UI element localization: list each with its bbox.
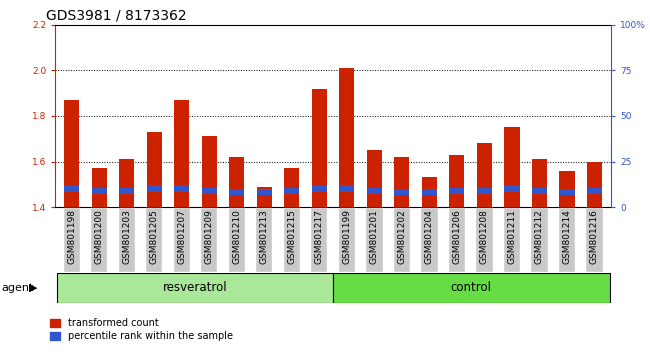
Text: GSM801199: GSM801199 (343, 209, 352, 264)
FancyBboxPatch shape (504, 208, 520, 272)
Bar (504, 185, 519, 192)
FancyBboxPatch shape (367, 208, 382, 272)
Bar (284, 169, 300, 207)
Text: agent: agent (1, 282, 34, 293)
Text: control: control (451, 281, 492, 294)
Bar (532, 159, 547, 207)
Bar (422, 177, 437, 207)
Bar (202, 136, 217, 207)
FancyBboxPatch shape (586, 208, 603, 272)
Bar (449, 155, 465, 207)
Bar (395, 189, 410, 195)
Bar (64, 100, 79, 207)
FancyBboxPatch shape (91, 208, 107, 272)
FancyBboxPatch shape (229, 208, 245, 272)
Bar (532, 188, 547, 194)
Bar (587, 188, 602, 194)
Text: GSM801216: GSM801216 (590, 209, 599, 264)
Text: resveratrol: resveratrol (162, 281, 228, 294)
Bar (92, 188, 107, 194)
Bar (367, 188, 382, 194)
Bar (560, 189, 575, 195)
FancyBboxPatch shape (284, 208, 300, 272)
Bar (477, 188, 492, 194)
Bar (257, 187, 272, 207)
Bar (174, 100, 189, 207)
Text: GSM801203: GSM801203 (122, 209, 131, 264)
Text: GSM801200: GSM801200 (95, 209, 104, 264)
Text: GSM801201: GSM801201 (370, 209, 379, 264)
Text: GSM801207: GSM801207 (177, 209, 187, 264)
Bar (339, 68, 354, 207)
Bar (560, 171, 575, 207)
Bar (312, 185, 327, 192)
Bar (202, 188, 217, 194)
Text: GSM801198: GSM801198 (67, 209, 76, 264)
Bar (587, 161, 602, 207)
FancyBboxPatch shape (448, 208, 465, 272)
Bar (119, 159, 135, 207)
Bar (395, 157, 410, 207)
Text: GSM801206: GSM801206 (452, 209, 462, 264)
Bar (92, 169, 107, 207)
Bar (147, 185, 162, 192)
Bar (147, 132, 162, 207)
Text: GSM801212: GSM801212 (535, 209, 544, 264)
FancyBboxPatch shape (559, 208, 575, 272)
FancyBboxPatch shape (311, 208, 328, 272)
FancyBboxPatch shape (421, 208, 437, 272)
Text: GSM801205: GSM801205 (150, 209, 159, 264)
Text: GSM801217: GSM801217 (315, 209, 324, 264)
Text: GSM801204: GSM801204 (425, 209, 434, 264)
Text: GSM801210: GSM801210 (232, 209, 241, 264)
FancyBboxPatch shape (57, 273, 333, 303)
FancyBboxPatch shape (394, 208, 410, 272)
FancyBboxPatch shape (256, 208, 272, 272)
Bar (229, 157, 244, 207)
FancyBboxPatch shape (64, 208, 80, 272)
Bar (367, 150, 382, 207)
Bar (477, 143, 492, 207)
Bar (119, 188, 135, 194)
Text: GSM801211: GSM801211 (508, 209, 517, 264)
Text: GSM801202: GSM801202 (397, 209, 406, 264)
Text: GSM801209: GSM801209 (205, 209, 214, 264)
Bar (312, 88, 327, 207)
Bar (449, 188, 465, 194)
Bar (257, 189, 272, 195)
FancyBboxPatch shape (339, 208, 355, 272)
Bar (339, 185, 354, 192)
Bar (229, 189, 244, 195)
FancyBboxPatch shape (146, 208, 162, 272)
FancyBboxPatch shape (476, 208, 493, 272)
Bar (174, 185, 189, 192)
Bar (284, 188, 300, 194)
FancyBboxPatch shape (119, 208, 135, 272)
FancyBboxPatch shape (333, 273, 610, 303)
Text: GSM801215: GSM801215 (287, 209, 296, 264)
Text: GSM801214: GSM801214 (562, 209, 571, 264)
Text: GDS3981 / 8173362: GDS3981 / 8173362 (46, 9, 186, 23)
Bar (422, 189, 437, 195)
Legend: transformed count, percentile rank within the sample: transformed count, percentile rank withi… (50, 318, 233, 341)
Text: GSM801208: GSM801208 (480, 209, 489, 264)
Bar (504, 127, 519, 207)
FancyBboxPatch shape (174, 208, 190, 272)
FancyBboxPatch shape (202, 208, 218, 272)
FancyBboxPatch shape (531, 208, 547, 272)
Text: ▶: ▶ (29, 282, 37, 293)
Text: GSM801213: GSM801213 (260, 209, 269, 264)
Bar (64, 185, 79, 192)
